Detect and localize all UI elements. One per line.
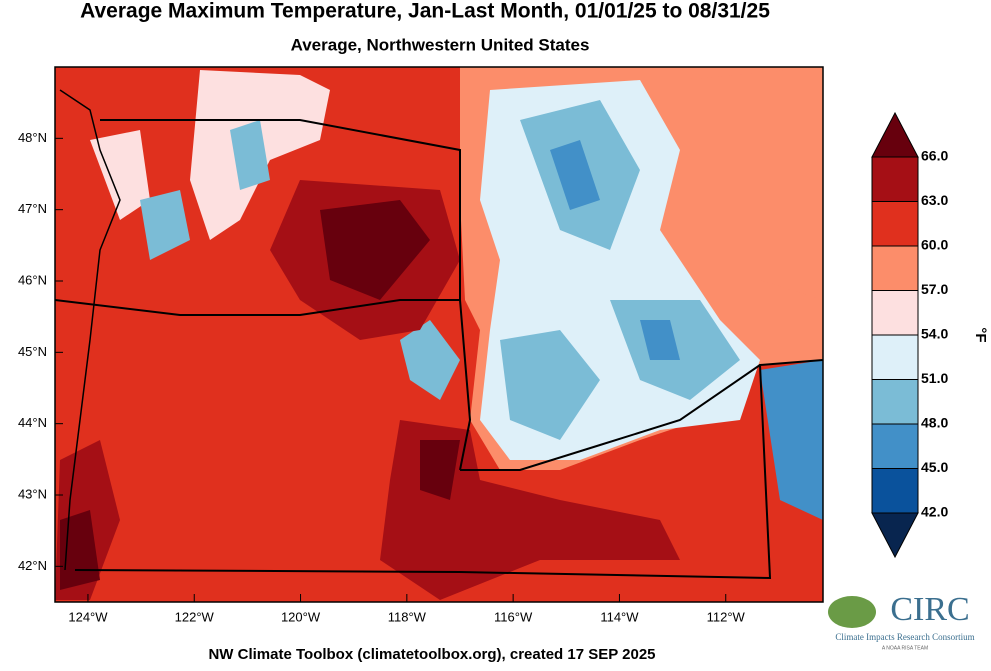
colorbar-box: [871, 423, 919, 469]
colorbar-box: [871, 290, 919, 336]
subtitle: Average, Northwestern United States: [291, 35, 590, 54]
y-tick-label: 43°N: [18, 486, 47, 501]
y-tick-label: 44°N: [18, 415, 47, 430]
logo-full: Climate Impacts Research Consortium: [835, 632, 974, 642]
logo-tag: A NOAA RISA TEAM: [882, 645, 928, 651]
colorbar-tick-label: 63.0: [921, 192, 948, 208]
logo-icon: [828, 596, 876, 628]
colorbar-tick-label: 57.0: [921, 281, 948, 297]
x-tick-label: 114°W: [600, 609, 639, 624]
colorbar-box: [871, 156, 919, 202]
colorbar-tick-label: 51.0: [921, 370, 948, 386]
colorbar-arrow-bottom: [871, 512, 919, 559]
x-tick-label: 112°W: [707, 609, 746, 624]
y-tick-label: 48°N: [18, 130, 47, 145]
y-tick-label: 46°N: [18, 272, 47, 287]
colorbar-tick-label: 48.0: [921, 415, 948, 431]
colorbar-tick-label: 60.0: [921, 237, 948, 253]
logo-name: CIRC: [890, 591, 969, 628]
colorbar-tick-label: 45.0: [921, 459, 948, 475]
colorbar-tick-label: 42.0: [921, 504, 948, 520]
colorbar-box: [871, 245, 919, 291]
colorbar-tick-label: 66.0: [921, 148, 948, 164]
title: Average Maximum Temperature, Jan-Last Mo…: [80, 0, 770, 23]
x-tick-label: 124°W: [68, 609, 108, 624]
footer: NW Climate Toolbox (climatetoolbox.org),…: [208, 646, 655, 663]
y-tick-label: 45°N: [18, 344, 47, 359]
map-frame: [54, 66, 824, 603]
colorbar-box: [871, 334, 919, 380]
colorbar-tick-label: 54.0: [921, 326, 948, 342]
colorbar-box: [871, 468, 919, 514]
x-tick-label: 116°W: [494, 609, 533, 624]
x-tick-label: 118°W: [388, 609, 427, 624]
y-tick-label: 47°N: [18, 201, 47, 216]
y-tick-label: 42°N: [18, 558, 47, 573]
colorbar-arrow-top: [871, 111, 919, 158]
map-raster: [55, 67, 823, 602]
x-tick-label: 120°W: [281, 609, 321, 624]
logo: CIRC Climate Impacts Research Consortium…: [828, 591, 975, 651]
colorbar-label: °F: [972, 327, 989, 342]
colorbar-box: [871, 201, 919, 247]
x-tick-label: 122°W: [175, 609, 215, 624]
colorbar-box: [871, 379, 919, 425]
